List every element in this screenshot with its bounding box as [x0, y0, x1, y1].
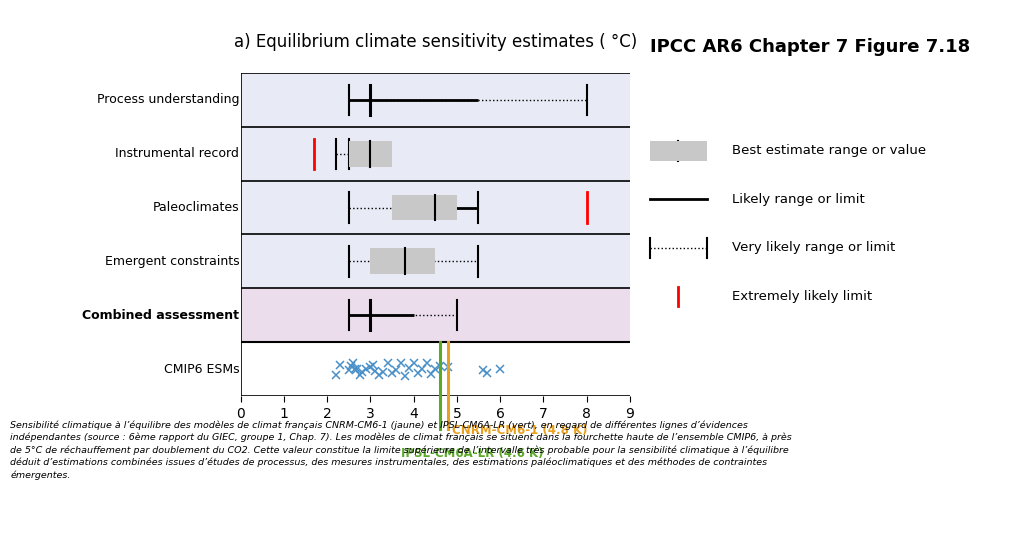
Bar: [349, 141, 392, 167]
Bar: [241, 127, 630, 181]
Text: Best estimate range or value: Best estimate range or value: [732, 144, 927, 157]
Bar: [241, 342, 630, 396]
Text: Sensibilité climatique à l’équilibre des modèles de climat français CNRM-CM6-1 (: Sensibilité climatique à l’équilibre des…: [10, 420, 792, 480]
Text: CMIP6 ESMs: CMIP6 ESMs: [164, 363, 240, 376]
Bar: [241, 73, 630, 127]
Text: IPCC AR6 Chapter 7 Figure 7.18: IPCC AR6 Chapter 7 Figure 7.18: [650, 38, 971, 56]
Bar: [241, 288, 630, 342]
Text: Likely range or limit: Likely range or limit: [732, 193, 865, 206]
Text: Instrumental record: Instrumental record: [116, 147, 240, 160]
Bar: [241, 234, 630, 288]
Text: a) Equilibrium climate sensitivity estimates ( °C): a) Equilibrium climate sensitivity estim…: [233, 33, 637, 51]
Text: Very likely range or limit: Very likely range or limit: [732, 241, 895, 254]
Text: Paleoclimates: Paleoclimates: [153, 201, 240, 214]
Text: Extremely likely limit: Extremely likely limit: [732, 290, 872, 303]
Text: IPSL-CM6A-LR (4.6 K): IPSL-CM6A-LR (4.6 K): [400, 447, 543, 460]
Text: Process understanding: Process understanding: [97, 93, 240, 106]
Bar: [392, 195, 457, 220]
Bar: [371, 248, 435, 274]
Text: Combined assessment: Combined assessment: [82, 309, 240, 322]
Bar: [241, 181, 630, 234]
Text: Emergent constraints: Emergent constraints: [104, 255, 240, 268]
Text: CNRM-CM6-1 (4.8 K): CNRM-CM6-1 (4.8 K): [452, 424, 587, 437]
